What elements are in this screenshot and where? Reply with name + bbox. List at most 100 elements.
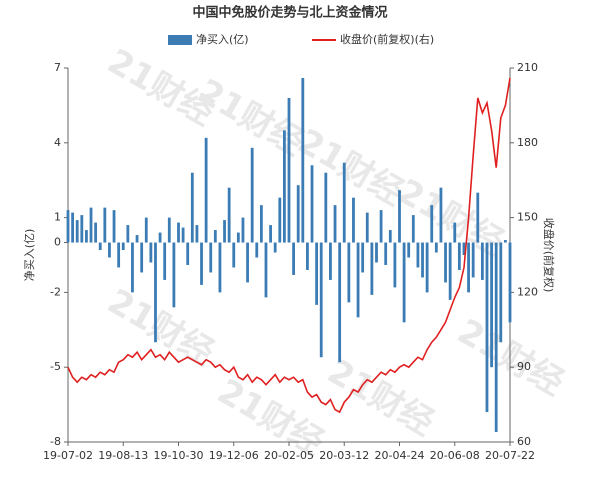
bar xyxy=(347,242,351,303)
price-line xyxy=(67,77,511,414)
watermark: 21财经 xyxy=(101,281,221,373)
y2-tick-label: 150 xyxy=(517,211,538,224)
legend-swatch xyxy=(168,35,192,45)
bar xyxy=(398,190,401,243)
x-tick-label: 20-02-05 xyxy=(264,449,314,462)
bar xyxy=(296,185,300,243)
bar xyxy=(195,225,199,243)
x-tick-label: 19-10-30 xyxy=(154,449,204,462)
bar xyxy=(480,242,484,280)
bar xyxy=(356,242,360,318)
bar xyxy=(204,137,208,243)
legend-label: 收盘价(前复权)(右) xyxy=(340,32,434,46)
bar xyxy=(232,242,236,268)
x-tick-label: 20-07-22 xyxy=(485,449,535,462)
bar xyxy=(227,187,231,243)
bar xyxy=(434,242,438,253)
bar xyxy=(324,172,328,243)
bar xyxy=(98,242,102,251)
y-tick-label: -2 xyxy=(50,285,61,298)
bar xyxy=(292,242,296,275)
y-tick-label: 1 xyxy=(54,211,61,224)
bar xyxy=(181,227,185,243)
bar xyxy=(462,242,466,255)
chart-title: 中国中免股价走势与北上资金情况 xyxy=(192,5,387,21)
bar xyxy=(342,162,346,243)
bar xyxy=(319,242,323,358)
x-tick-label: 20-06-08 xyxy=(430,449,480,462)
bar xyxy=(190,172,194,243)
bar xyxy=(370,242,374,295)
bar xyxy=(126,225,130,243)
y2-tick-label: 180 xyxy=(517,136,538,149)
watermark: 21财经 xyxy=(451,311,571,403)
x-tick-label: 19-12-06 xyxy=(209,449,259,462)
bar xyxy=(71,212,75,243)
bar xyxy=(411,215,415,243)
bar xyxy=(503,240,507,243)
x-tick-label: 20-04-24 xyxy=(375,449,425,462)
bar xyxy=(135,235,139,243)
bar xyxy=(236,232,240,243)
bar xyxy=(140,242,144,273)
bar xyxy=(282,130,286,243)
bar xyxy=(430,205,434,243)
bar xyxy=(439,187,443,243)
bar xyxy=(75,220,79,243)
bar xyxy=(223,220,226,243)
bar xyxy=(117,242,121,268)
bar xyxy=(421,242,424,278)
bar xyxy=(177,222,180,243)
watermark: 21财经 xyxy=(321,351,441,443)
bar xyxy=(112,210,116,243)
bar xyxy=(108,242,111,258)
bar xyxy=(131,242,134,293)
bar xyxy=(186,242,190,265)
bar xyxy=(80,215,84,243)
bar xyxy=(416,242,420,268)
bar xyxy=(163,242,167,280)
bar xyxy=(361,242,365,273)
bar xyxy=(246,242,249,283)
y2-axis-label: 收盘价(前复权) xyxy=(542,218,556,293)
bar xyxy=(494,242,498,433)
bar xyxy=(259,205,263,243)
watermark: 21财经 xyxy=(291,121,411,213)
bar xyxy=(172,242,176,308)
bar xyxy=(425,242,429,293)
bar xyxy=(407,242,411,258)
bar xyxy=(301,77,305,243)
x-tick-label: 19-08-13 xyxy=(98,449,148,462)
bar xyxy=(209,242,213,273)
bar xyxy=(144,217,148,243)
bar xyxy=(444,242,447,283)
bar xyxy=(241,217,245,243)
bar xyxy=(154,242,157,343)
bar xyxy=(269,225,272,243)
y-tick-label: -5 xyxy=(50,360,61,373)
bar xyxy=(287,97,291,243)
bar xyxy=(315,242,319,305)
bar xyxy=(306,242,309,270)
bar xyxy=(453,222,457,243)
x-tick-label: 20-03-12 xyxy=(319,449,369,462)
bar xyxy=(66,210,70,243)
y2-tick-label: 120 xyxy=(517,285,538,298)
bar xyxy=(250,147,254,243)
bar xyxy=(149,242,153,263)
bar xyxy=(393,242,397,288)
bar xyxy=(352,197,355,243)
bar xyxy=(448,242,452,300)
bar xyxy=(338,242,342,363)
y2-tick-label: 60 xyxy=(517,435,531,448)
bar xyxy=(158,232,162,243)
bar xyxy=(200,242,203,285)
bar xyxy=(89,207,93,243)
bar xyxy=(457,242,461,270)
bar xyxy=(218,242,222,293)
bar xyxy=(379,210,383,243)
bar xyxy=(333,205,337,243)
bar xyxy=(213,230,217,243)
bar xyxy=(310,165,314,243)
